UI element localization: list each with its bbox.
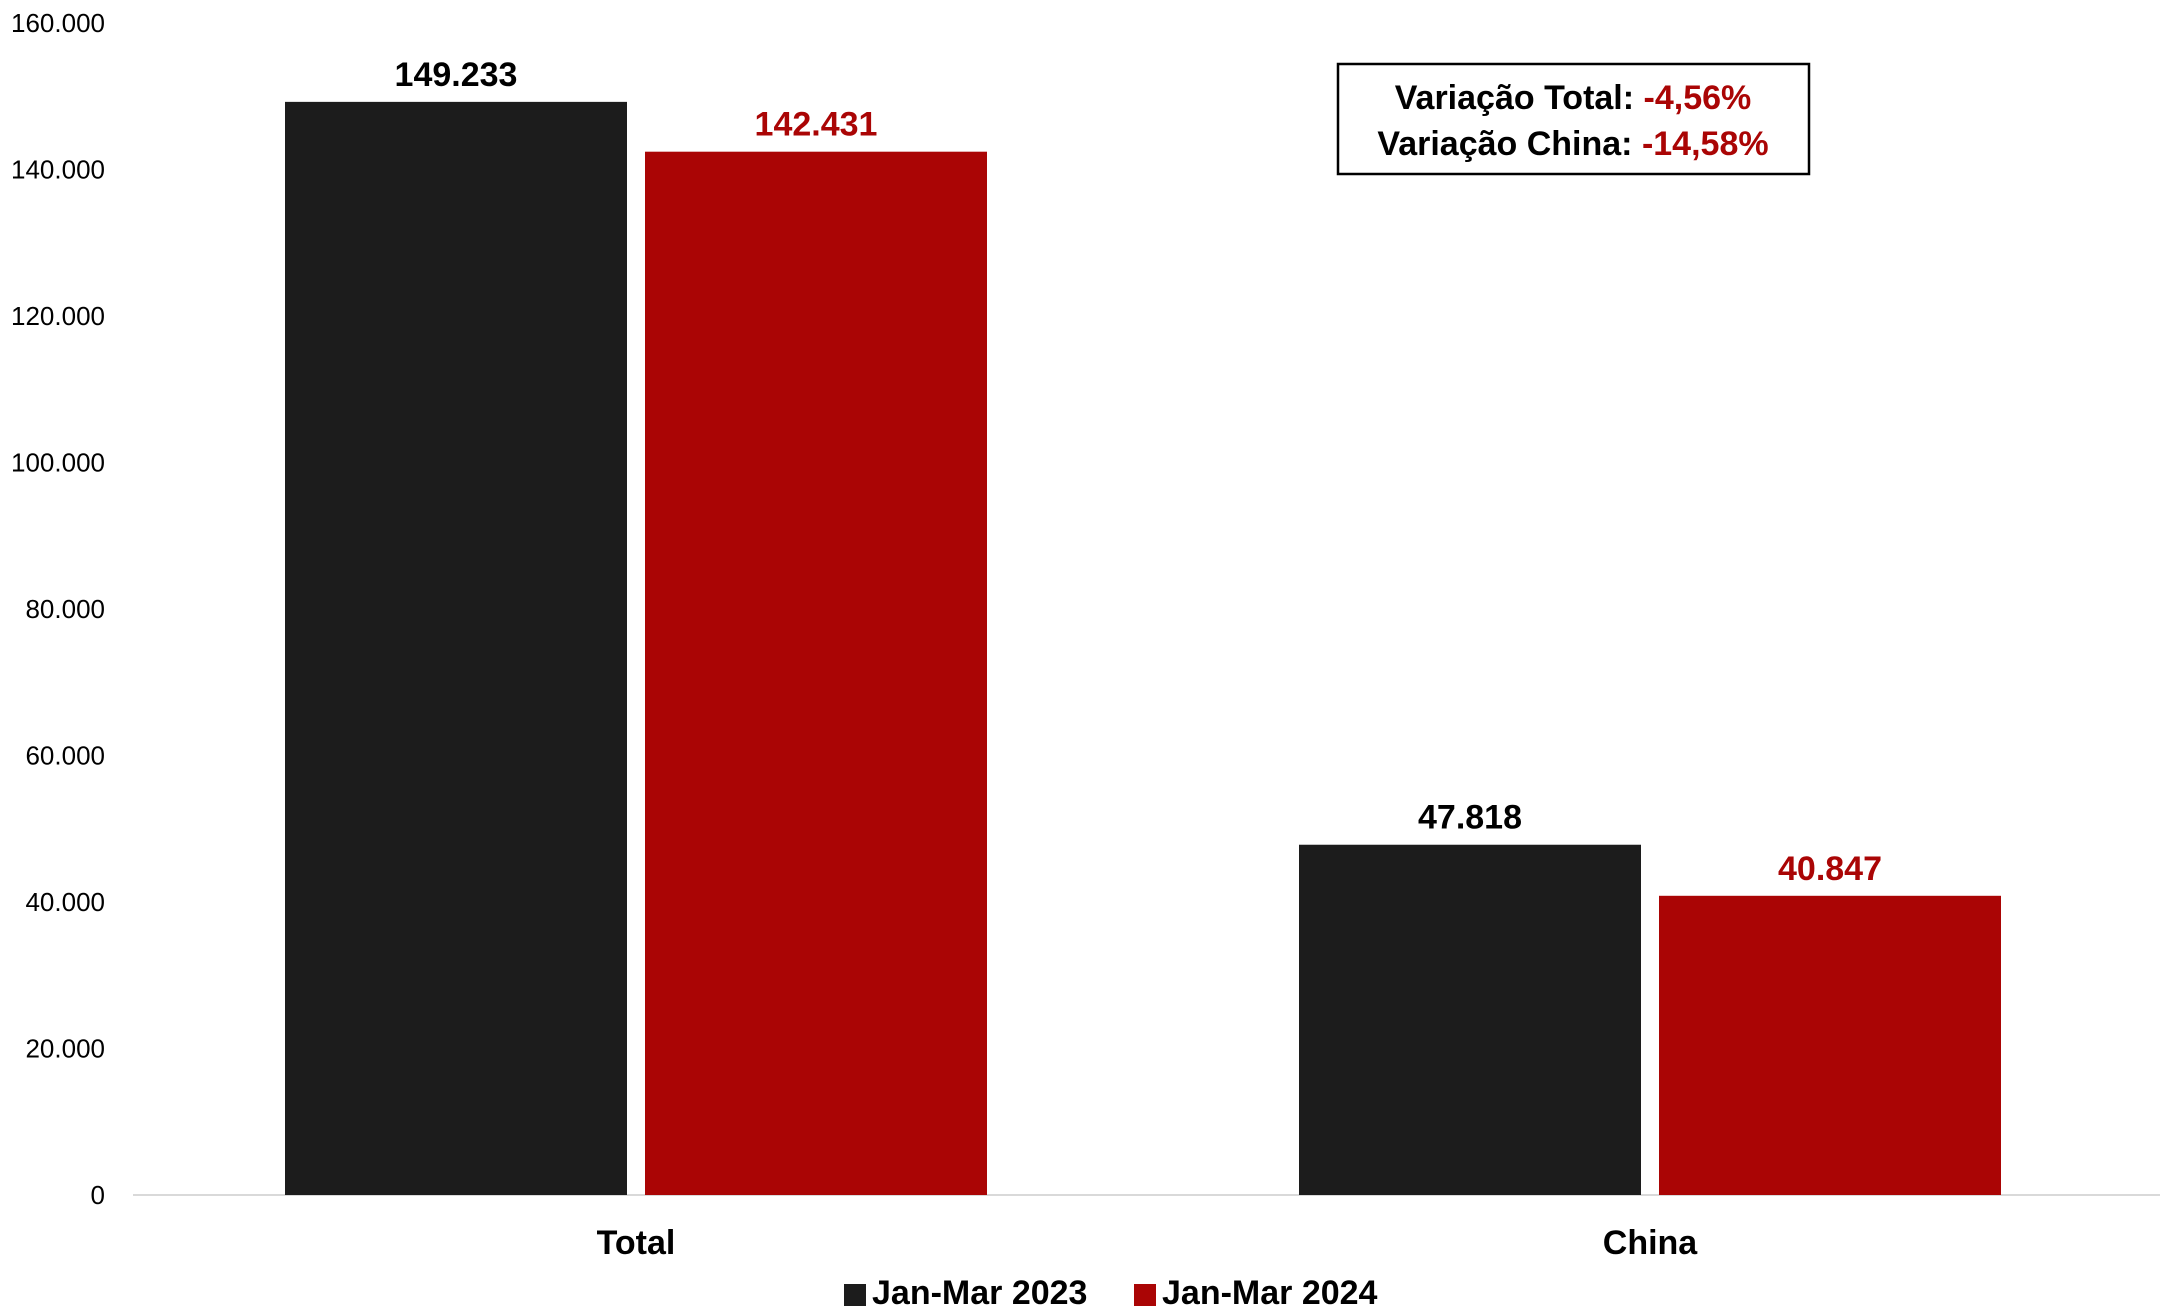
bar-china-2023 bbox=[1299, 844, 1641, 1195]
y-axis-ticks: 0 20.000 40.000 60.000 80.000 100.000 120.000 1… bbox=[11, 8, 105, 1210]
x-category-label-total: Total bbox=[597, 1224, 676, 1262]
data-label-total-2023: 149.233 bbox=[395, 56, 518, 94]
category-labels-group: Total China bbox=[597, 1224, 1699, 1262]
data-label-china-2024: 40.847 bbox=[1778, 850, 1882, 888]
y-tick-label: 60.000 bbox=[25, 741, 105, 771]
legend-swatch-2024 bbox=[1134, 1284, 1156, 1306]
legend-swatch-2023 bbox=[844, 1284, 866, 1306]
annotation-line-total: Variação Total: -4,56% bbox=[1395, 79, 1752, 117]
annotation-total-value: -4,56% bbox=[1644, 79, 1752, 117]
annotation-china-label: Variação China: bbox=[1377, 125, 1642, 163]
legend-label-2024: Jan-Mar 2024 bbox=[1162, 1274, 1378, 1312]
annotation-china-value: -14,58% bbox=[1642, 125, 1769, 163]
bar-total-2024 bbox=[645, 151, 987, 1196]
y-tick-label: 140.000 bbox=[11, 155, 105, 185]
y-tick-label: 80.000 bbox=[25, 594, 105, 624]
variation-annotation-box: Variação Total: -4,56% Variação China: -… bbox=[1336, 62, 1811, 176]
data-label-total-2024: 142.431 bbox=[755, 106, 878, 144]
y-tick-label: 20.000 bbox=[25, 1034, 105, 1064]
legend: Jan-Mar 2023 Jan-Mar 2024 bbox=[844, 1274, 1378, 1312]
y-tick-label: 120.000 bbox=[11, 301, 105, 331]
legend-label-2023: Jan-Mar 2023 bbox=[872, 1274, 1087, 1312]
annotation-total-label: Variação Total: bbox=[1395, 79, 1644, 117]
y-tick-label: 40.000 bbox=[25, 887, 105, 917]
y-tick-label: 100.000 bbox=[11, 448, 105, 478]
bars-group bbox=[285, 101, 2001, 1196]
bar-china-2024 bbox=[1659, 895, 2001, 1195]
annotation-line-china: Variação China: -14,58% bbox=[1377, 125, 1768, 163]
bar-total-2023 bbox=[285, 101, 627, 1195]
data-label-china-2023: 47.818 bbox=[1418, 799, 1522, 837]
y-tick-label: 0 bbox=[91, 1180, 105, 1210]
y-tick-label: 160.000 bbox=[11, 8, 105, 38]
data-labels-group: 149.233 142.431 47.818 40.847 bbox=[395, 56, 1882, 888]
annotation-border bbox=[1336, 62, 1811, 176]
x-category-label-china: China bbox=[1603, 1224, 1699, 1262]
